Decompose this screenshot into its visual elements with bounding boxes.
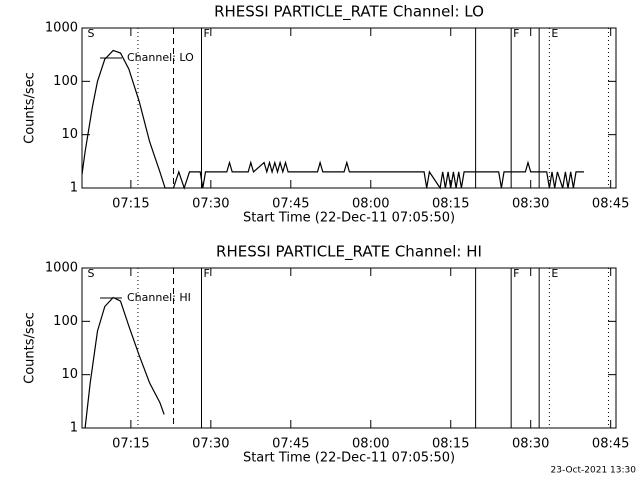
flag-label: F (513, 27, 519, 40)
x-tick-label: 08:15 (432, 197, 469, 212)
y-axis-label: Counts/sec (23, 312, 38, 384)
x-tick-label: 08:30 (512, 437, 549, 452)
x-tick-label: 07:30 (192, 437, 229, 452)
x-tick-label: 07:30 (192, 197, 229, 212)
data-line (84, 296, 165, 429)
flag-label: F (204, 267, 210, 280)
x-tick-label: 07:15 (112, 197, 149, 212)
y-tick-label: 10 (61, 367, 78, 382)
y-tick-label: 1 (70, 421, 78, 436)
flag-label: S (88, 27, 95, 40)
x-tick-label: 08:15 (432, 437, 469, 452)
y-axis-label: Counts/sec (23, 72, 38, 144)
x-tick-label: 08:00 (352, 437, 389, 452)
x-tick-label: 08:45 (592, 437, 629, 452)
chart-title: RHESSI PARTICLE_RATE Channel: LO (214, 3, 484, 22)
legend-label: Channel: HI (127, 291, 191, 304)
footer: 23-Oct-2021 13:30 (551, 466, 637, 476)
x-tick-label: 07:45 (272, 437, 309, 452)
y-tick-label: 1 (70, 181, 78, 196)
y-tick-label: 1000 (45, 21, 78, 36)
x-tick-label: 08:30 (512, 197, 549, 212)
y-tick-label: 10 (61, 127, 78, 142)
y-tick-label: 1000 (45, 261, 78, 276)
flag-label: S (88, 267, 95, 280)
x-tick-label: 08:00 (352, 197, 389, 212)
x-axis-label: Start Time (22-Dec-11 07:05:50) (243, 451, 455, 466)
flag-label: E (551, 267, 558, 280)
flag-label: E (551, 27, 558, 40)
x-tick-label: 07:15 (112, 437, 149, 452)
chart-title: RHESSI PARTICLE_RATE Channel: HI (216, 243, 482, 262)
flag-label: F (513, 267, 519, 280)
x-axis-label: Start Time (22-Dec-11 07:05:50) (243, 211, 455, 226)
plot-frame (81, 267, 617, 429)
legend-label: Channel: LO (127, 51, 194, 64)
x-tick-label: 07:45 (272, 197, 309, 212)
y-tick-label: 100 (53, 74, 78, 89)
x-tick-label: 08:45 (592, 197, 629, 212)
y-tick-label: 100 (53, 314, 78, 329)
flag-label: F (204, 27, 210, 40)
data-line (81, 49, 584, 190)
plot-frame (81, 27, 617, 189)
